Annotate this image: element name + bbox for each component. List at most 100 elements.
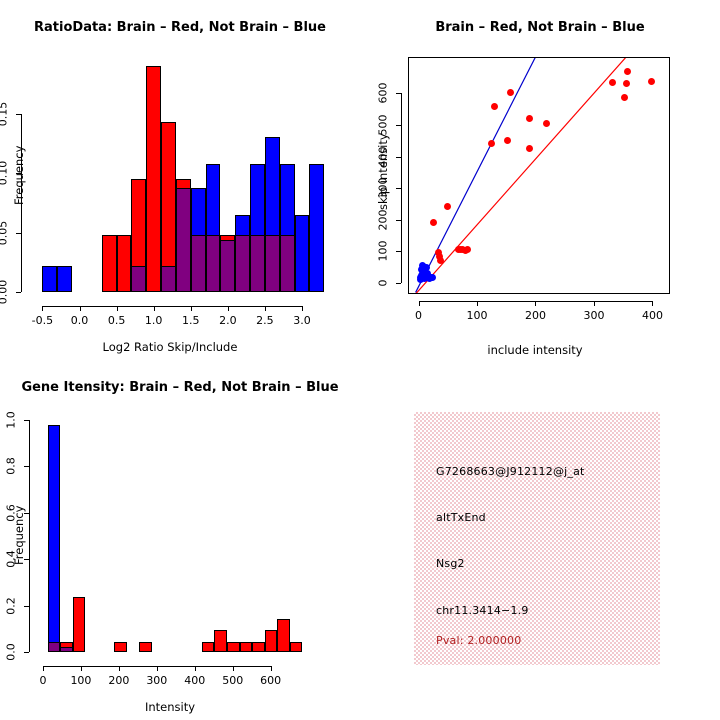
y-axis-tick xyxy=(24,605,29,607)
histogram-bar-not-brain xyxy=(47,425,61,652)
x-axis-tick-label: 0.0 xyxy=(70,314,89,327)
scatter-point-brain xyxy=(437,257,445,265)
x-axis-tick-label: 400 xyxy=(641,309,663,322)
fit-line-blue-fit xyxy=(415,58,536,293)
y-axis-tick-label: 0.15 xyxy=(0,101,10,126)
x-axis-tick xyxy=(116,306,118,311)
y-axis-tick-label: 0.05 xyxy=(0,220,10,245)
scatter-xlabel: include intensity xyxy=(487,343,583,357)
x-axis-tick xyxy=(80,666,82,671)
scatter-plot-frame xyxy=(408,57,670,294)
histogram-bar-overlap xyxy=(250,234,265,292)
info-locus: chr11.3414−1.9 xyxy=(436,604,529,617)
y-axis-tick-label: 0 xyxy=(376,279,390,287)
info-gene-symbol: Nsg2 xyxy=(436,557,465,570)
histogram-bar-brain xyxy=(146,65,162,292)
y-axis-tick xyxy=(16,232,21,234)
histogram-bar-not-brain xyxy=(57,265,73,292)
panel-scatter: Brain – Red, Not Brain – Blue 0 100 200 300… xyxy=(360,0,720,360)
histogram-bar-brain xyxy=(201,641,215,652)
scatter-point-brain xyxy=(623,68,631,76)
scatter-point-brain xyxy=(542,120,550,128)
x-axis-tick-label: 600 xyxy=(260,674,282,687)
histogram-bar-brain xyxy=(139,641,152,652)
histogram-bar-overlap xyxy=(161,265,176,292)
y-axis-tick-label: 0.8 xyxy=(4,457,18,476)
scatter-fit-lines xyxy=(415,58,627,293)
x-axis-tick xyxy=(118,666,120,671)
histogram-bar-overlap xyxy=(47,641,61,652)
histogram-bar-brain xyxy=(239,641,253,652)
x-axis-tick-label: 1.0 xyxy=(144,314,163,327)
x-axis-line xyxy=(42,306,302,307)
histogram-bar-overlap xyxy=(131,265,147,292)
scatter-point-brain xyxy=(526,115,534,123)
histogram-bar-brain xyxy=(101,234,117,292)
x-axis-tick xyxy=(227,306,229,311)
scatter-point-brain xyxy=(463,246,471,254)
x-axis-tick-label: 2.0 xyxy=(219,314,237,327)
histogram-bar-overlap xyxy=(235,234,251,292)
scatter-point-brain xyxy=(526,145,534,153)
scatter-point-brain xyxy=(444,202,452,210)
y-axis-line xyxy=(29,420,30,652)
info-event-type: altTxEnd xyxy=(436,511,486,524)
y-axis-tick xyxy=(396,156,401,158)
y-axis-tick xyxy=(396,282,401,284)
x-axis-tick-label: 3.0 xyxy=(293,314,311,327)
x-axis-tick xyxy=(79,306,81,311)
histogram-bar-brain xyxy=(264,630,278,652)
y-axis-tick xyxy=(396,124,401,126)
y-axis-tick-label: 1.0 xyxy=(4,411,18,429)
x-axis-tick-label: -0.5 xyxy=(31,314,54,327)
scatter-point-brain xyxy=(623,79,631,87)
y-axis-tick-label: 0.2 xyxy=(4,596,18,615)
scatter-point-not-brain xyxy=(417,266,425,274)
x-axis-tick xyxy=(153,306,155,311)
y-axis-tick xyxy=(396,188,401,190)
panel-ratio-histogram: RatioData: Brain – Red, Not Brain – Blue… xyxy=(0,0,360,360)
x-axis-tick xyxy=(302,306,303,311)
info-pval: Pval: 2.000000 xyxy=(436,634,522,647)
histogram-bar-not-brain xyxy=(309,163,325,292)
y-axis-tick xyxy=(16,173,21,175)
y-axis-line xyxy=(401,93,402,283)
x-axis-tick-label: 100 xyxy=(466,309,488,322)
y-axis-tick xyxy=(396,219,401,221)
y-axis-tick xyxy=(16,113,21,115)
x-axis-tick-label: 100 xyxy=(70,674,92,687)
y-axis-tick xyxy=(396,251,401,253)
histogram-bar-overlap xyxy=(190,234,206,292)
histogram-bar-brain xyxy=(289,641,303,652)
scatter-point-not-brain xyxy=(429,273,437,281)
histogram-bar-overlap xyxy=(175,188,191,292)
y-axis-tick xyxy=(24,512,29,514)
x-axis-tick xyxy=(43,666,44,671)
y-axis-tick xyxy=(24,420,29,421)
ratio-histogram-ylabel: Frequency xyxy=(12,145,26,205)
x-axis-tick xyxy=(477,301,478,306)
gene-histogram-title: Gene Itensity: Brain – Red, Not Brain – … xyxy=(21,380,339,395)
histogram-bar-brain xyxy=(116,234,132,292)
histogram-bar-overlap xyxy=(60,646,73,652)
x-axis-tick xyxy=(232,666,234,671)
scatter-point-not-brain xyxy=(420,263,428,270)
x-axis-tick-label: 200 xyxy=(108,674,130,687)
x-axis-tick xyxy=(194,666,196,671)
x-axis-tick-label: 0 xyxy=(39,674,47,687)
x-axis-tick-label: 1.5 xyxy=(182,314,200,327)
gene-histogram-ylabel: Frequency xyxy=(12,505,26,565)
panel-gene-histogram: Gene Itensity: Brain – Red, Not Brain – … xyxy=(0,360,360,720)
x-axis-tick xyxy=(593,301,595,306)
histogram-bar-not-brain xyxy=(42,265,58,292)
histogram-bar-not-brain xyxy=(294,214,310,292)
y-axis-tick xyxy=(396,93,401,95)
histogram-bar-overlap xyxy=(264,234,280,292)
y-axis-tick-label: 100 xyxy=(376,240,390,262)
scatter-point-brain xyxy=(491,103,499,111)
x-axis-tick xyxy=(190,306,192,311)
y-axis-tick xyxy=(24,652,29,653)
y-axis-tick xyxy=(24,466,29,468)
scatter-point-brain xyxy=(487,139,495,147)
